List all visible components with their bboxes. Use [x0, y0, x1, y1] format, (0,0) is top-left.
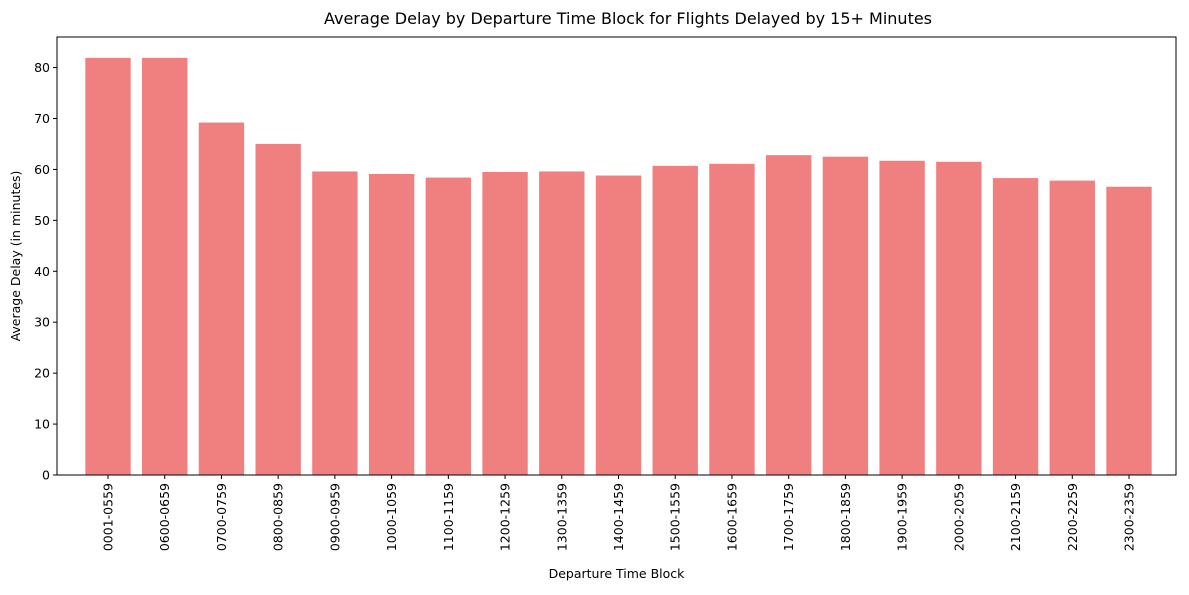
- plot-frame: [56, 36, 1177, 476]
- y-tick-label: 20: [34, 366, 50, 381]
- bar-2000-2059: [936, 161, 982, 475]
- bar-1700-1759: [765, 155, 812, 475]
- bar-1200-1259: [482, 171, 528, 475]
- bars-group: [85, 57, 1152, 476]
- x-tick-label: 0800-0859: [271, 483, 286, 551]
- x-axis-label: Departure Time Block: [549, 566, 686, 581]
- x-tick-label: 1500-1559: [668, 483, 683, 551]
- bar-1600-1659: [709, 163, 755, 475]
- x-tick-label: 2100-2159: [1008, 483, 1023, 551]
- x-tick-label: 1700-1759: [781, 483, 796, 551]
- y-tick-label: 80: [34, 60, 50, 75]
- y-tick-label: 0: [42, 468, 50, 483]
- bar-1100-1159: [425, 177, 472, 475]
- x-tick-label: 1800-1859: [838, 483, 853, 551]
- x-tick-label: 0600-0659: [157, 483, 172, 551]
- bar-1000-1059: [368, 174, 415, 475]
- chart-title: Average Delay by Departure Time Block fo…: [324, 9, 932, 28]
- bar-0700-0759: [198, 122, 245, 475]
- y-tick-label: 40: [34, 264, 50, 279]
- bar-1900-1959: [879, 160, 925, 475]
- bar-2200-2259: [1049, 180, 1095, 475]
- y-tick-label: 10: [34, 417, 50, 432]
- x-tick-label: 1900-1959: [895, 483, 910, 551]
- x-tick-label: 1000-1059: [384, 483, 399, 551]
- y-axis-label: Average Delay (in minutes): [8, 171, 23, 342]
- bar-1800-1859: [822, 156, 869, 475]
- bar-0001-0559: [85, 57, 131, 475]
- x-tick-label: 0001-0559: [101, 483, 116, 551]
- bar-0600-0659: [142, 57, 188, 475]
- x-tick-label: 2200-2259: [1065, 483, 1080, 551]
- x-tick-label: 0900-0959: [327, 483, 342, 551]
- bar-0800-0859: [255, 143, 301, 475]
- bar-1300-1359: [539, 171, 585, 475]
- y-axis: 0 10 20 30 40 50 60 70 80: [34, 60, 57, 483]
- x-tick-label: 2300-2359: [1122, 483, 1137, 551]
- x-tick-label: 2000-2059: [951, 483, 966, 551]
- bar-0900-0959: [312, 171, 358, 475]
- y-tick-label: 60: [34, 162, 50, 177]
- y-tick-label: 30: [34, 315, 50, 330]
- x-tick-label: 0700-0759: [214, 483, 229, 551]
- y-tick-label: 50: [34, 213, 50, 228]
- bar-2300-2359: [1106, 186, 1152, 476]
- x-tick-label: 1200-1259: [498, 483, 513, 551]
- x-tick-label: 1100-1159: [441, 483, 456, 551]
- x-tick-label: 1600-1659: [724, 483, 739, 551]
- bar-1500-1559: [652, 165, 698, 475]
- x-tick-label: 1400-1459: [611, 483, 626, 551]
- bar-2100-2159: [992, 178, 1039, 475]
- y-tick-label: 70: [34, 111, 50, 126]
- x-tick-label: 1300-1359: [554, 483, 569, 551]
- x-axis: 0001-0559 0600-0659 0700-0759 0800-0859 0900…: [101, 475, 1137, 551]
- bar-1400-1459: [595, 175, 642, 475]
